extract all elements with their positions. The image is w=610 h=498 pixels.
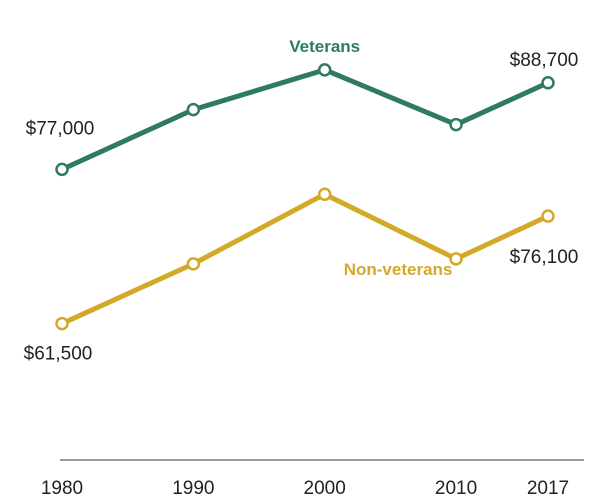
series-line [59,191,551,327]
series-name-label: Non-veterans [344,260,453,279]
series-veterans: Veterans $77,000 $88,700 [26,37,579,177]
series-name-label: Veterans [289,37,360,56]
data-point-2000 [317,187,332,201]
series-line [59,67,551,172]
data-point-2000 [317,63,332,77]
data-point-1990 [186,102,201,117]
x-tick-labels: 1980 1990 2000 2010 2017 [41,478,569,498]
data-point-1990 [186,257,201,271]
data-value-label: $76,100 [510,247,579,268]
series-layer: Veterans $77,000 $88,700 Non-veterans $61,50… [24,37,579,365]
x-tick-label: 2010 [435,478,477,498]
data-point-2017 [541,76,555,90]
data-point-2010 [449,252,463,266]
x-tick-label: 1980 [41,478,83,498]
data-value-label: $77,000 [26,118,95,139]
x-tick-label: 2017 [527,478,569,498]
x-tick-label: 2000 [304,478,346,498]
data-point-2010 [449,117,463,132]
data-value-label: $88,700 [510,50,579,71]
data-point-1980 [55,162,69,177]
series-non-veterans: Non-veterans $61,500 $76,100 [24,187,579,365]
data-point-1980 [55,316,69,331]
x-tick-label: 1990 [172,478,214,498]
data-value-label: $61,500 [24,344,93,365]
data-point-2017 [541,209,555,223]
